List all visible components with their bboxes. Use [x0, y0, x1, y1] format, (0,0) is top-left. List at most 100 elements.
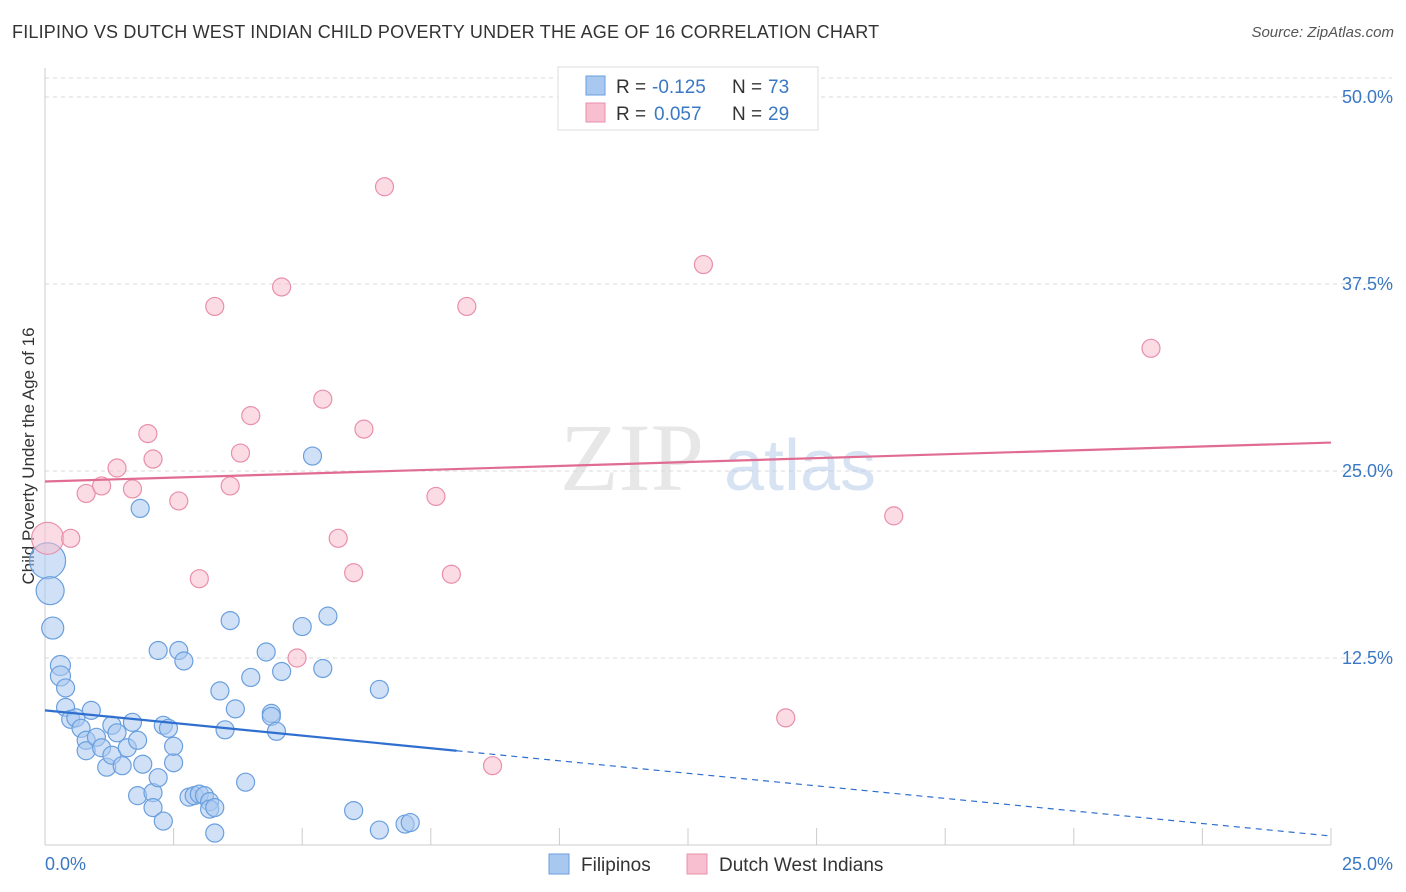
legend-r-label-filipinos: R =: [616, 77, 646, 98]
dutch-west-indians-point: [189, 569, 209, 589]
filipinos-point: [107, 723, 127, 743]
dutch-west-indians-point: [354, 419, 374, 439]
dutch-west-indians-point: [143, 449, 163, 469]
dutch-west-indians-point: [30, 521, 65, 555]
dutch-west-indians-point: [122, 479, 143, 499]
dutch-west-indians-point: [220, 476, 240, 496]
filipinos-point: [344, 800, 364, 821]
series-legend: Filipinos Dutch West Indians: [548, 853, 883, 876]
bottom-legend-swatch-dutch-west-indians: [686, 853, 708, 875]
filipinos-point: [292, 616, 312, 637]
dutch-west-indians-point: [76, 483, 96, 504]
legend-n-label-filipinos: N =: [732, 77, 762, 98]
filipinos-point: [256, 642, 276, 662]
bottom-legend-label-filipinos: Filipinos: [581, 855, 651, 876]
y-tick-label: 50.0%: [1342, 87, 1393, 107]
filipinos-point: [266, 721, 287, 741]
source-label: Source: ZipAtlas.com: [1251, 24, 1394, 41]
filipinos-point: [55, 678, 76, 698]
filipinos-point: [153, 811, 173, 831]
filipinos-point: [164, 736, 184, 756]
dutch-west-indians-point: [230, 443, 251, 463]
filipinos-point: [41, 616, 65, 640]
bottom-legend-label-dutch-west-indians: Dutch West Indians: [719, 855, 883, 876]
dutch-west-indians-point: [426, 486, 446, 507]
dutch-west-indians-point: [241, 406, 261, 426]
filipinos-trend-line: [44, 709, 457, 752]
legend-n-value-filipinos: 73: [768, 77, 789, 98]
x-tick-label-max: 25.0%: [1342, 854, 1393, 874]
filipinos-point: [143, 797, 163, 818]
dutch-west-indians-point: [107, 458, 127, 478]
dutch-west-indians-point: [693, 254, 714, 275]
filipinos-point: [127, 730, 148, 750]
dutch-west-indians-point: [441, 564, 461, 584]
watermark-atlas: atlas: [724, 426, 876, 506]
filipinos-point: [220, 610, 240, 631]
filipinos-point: [35, 576, 65, 606]
filipinos-point: [302, 446, 323, 466]
filipinos-point: [130, 498, 150, 518]
dutch-west-indians-point: [776, 708, 796, 728]
filipinos-point: [241, 667, 261, 688]
dutch-west-indians-point: [884, 506, 904, 526]
filipinos-point: [369, 679, 389, 700]
dutch-west-indians-point: [287, 648, 307, 668]
correlation-legend: R = -0.125 N = 73 R = 0.057 N = 29: [557, 66, 819, 131]
filipinos-point: [148, 640, 168, 661]
watermark-zip: ZIP: [560, 404, 704, 511]
legend-n-value-dutch-west-indians: 29: [768, 104, 789, 125]
x-tick-label-min: 0.0%: [45, 854, 86, 874]
filipinos-point: [313, 658, 333, 679]
filipinos-point: [272, 661, 292, 682]
dutch-west-indians-point: [61, 528, 81, 548]
dutch-west-indians-point: [205, 296, 225, 317]
filipinos-point: [81, 700, 101, 720]
axes: [44, 68, 1331, 846]
filipinos-point: [369, 820, 389, 840]
filipinos-trend-extension: [456, 750, 1332, 837]
legend-r-label-dutch-west-indians: R =: [616, 104, 646, 125]
y-axis-label: Child Poverty Under the Age of 16: [19, 327, 38, 584]
y-tick-label: 12.5%: [1342, 648, 1393, 668]
filipinos-point: [148, 768, 168, 788]
dutch-west-indians-point: [328, 528, 348, 548]
filipinos-points: [28, 446, 420, 843]
filipinos-point: [205, 797, 225, 818]
trend-lines: [44, 441, 1332, 837]
legend-r-value-dutch-west-indians: 0.057: [654, 104, 702, 125]
x-tick-labels: 0.0% 25.0%: [45, 854, 1393, 874]
filipinos-point: [236, 772, 256, 792]
filipinos-point: [122, 712, 143, 732]
filipinos-point: [318, 606, 338, 626]
y-tick-labels: 12.5% 25.0% 37.5% 50.0%: [1342, 87, 1393, 668]
dutch-west-indians-point: [457, 296, 477, 317]
dutch-west-indians-points: [30, 177, 1161, 776]
dutch-west-indians-trend-line: [44, 441, 1332, 483]
dutch-west-indians-point: [91, 476, 112, 496]
filipinos-point: [164, 753, 184, 773]
legend-swatch-dutch-west-indians: [585, 102, 606, 123]
legend-r-value-filipinos: -0.125: [652, 77, 706, 98]
bottom-legend-swatch-filipinos: [548, 853, 570, 875]
filipinos-point: [112, 756, 132, 776]
filipinos-point: [400, 812, 420, 833]
filipinos-point: [174, 651, 194, 671]
watermark: ZIP atlas: [560, 404, 876, 511]
dutch-west-indians-point: [313, 389, 333, 409]
dutch-west-indians-point: [169, 491, 189, 511]
chart-title: FILIPINO VS DUTCH WEST INDIAN CHILD POVE…: [12, 22, 880, 42]
dutch-west-indians-point: [374, 177, 395, 197]
filipinos-point: [127, 786, 148, 806]
filipinos-point: [215, 720, 235, 740]
dutch-west-indians-point: [272, 277, 292, 297]
y-tick-label: 25.0%: [1342, 461, 1393, 481]
dutch-west-indians-point: [344, 563, 364, 583]
dutch-west-indians-point: [1141, 338, 1161, 358]
y-tick-label: 37.5%: [1342, 274, 1393, 294]
dutch-west-indians-point: [482, 756, 503, 776]
legend-n-label-dutch-west-indians: N =: [732, 104, 762, 125]
filipinos-point: [210, 681, 230, 701]
filipinos-point: [133, 754, 153, 774]
